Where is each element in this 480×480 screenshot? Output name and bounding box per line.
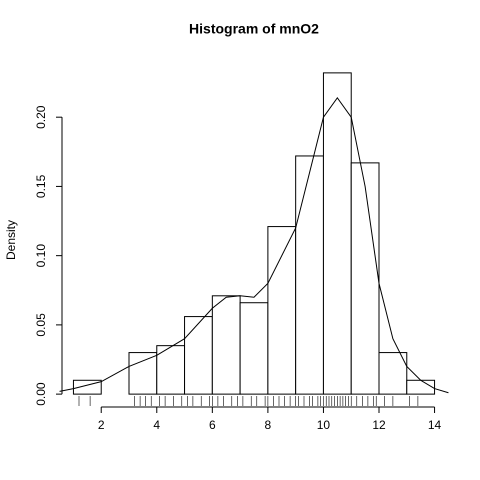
x-tick-label: 12	[372, 418, 386, 432]
y-tick-label: 0.10	[34, 244, 48, 268]
x-tick-label: 14	[428, 418, 442, 432]
bar	[211, 295, 241, 395]
bar	[156, 345, 186, 395]
bar	[322, 72, 352, 395]
y-axis-label: Density	[4, 220, 18, 260]
bar	[406, 379, 436, 395]
bar	[295, 155, 324, 395]
x-tick-label: 2	[98, 418, 105, 432]
y-tick-label: 0.20	[34, 105, 48, 129]
bar	[378, 352, 408, 395]
density-line	[59, 96, 449, 394]
bar	[239, 302, 269, 395]
y-tick-label: 0.05	[34, 313, 48, 337]
bar	[267, 226, 297, 395]
x-tick-label: 4	[153, 418, 160, 432]
x-tick-label: 10	[317, 418, 331, 432]
bar	[350, 162, 380, 395]
y-tick-label: 0.15	[34, 174, 48, 198]
bar	[184, 316, 213, 395]
y-tick-label: 0.00	[34, 382, 48, 406]
x-tick-label: 6	[209, 418, 216, 432]
x-tick-label: 8	[265, 418, 272, 432]
bar	[128, 352, 158, 395]
chart-title: Histogram of mnO2	[189, 21, 319, 37]
